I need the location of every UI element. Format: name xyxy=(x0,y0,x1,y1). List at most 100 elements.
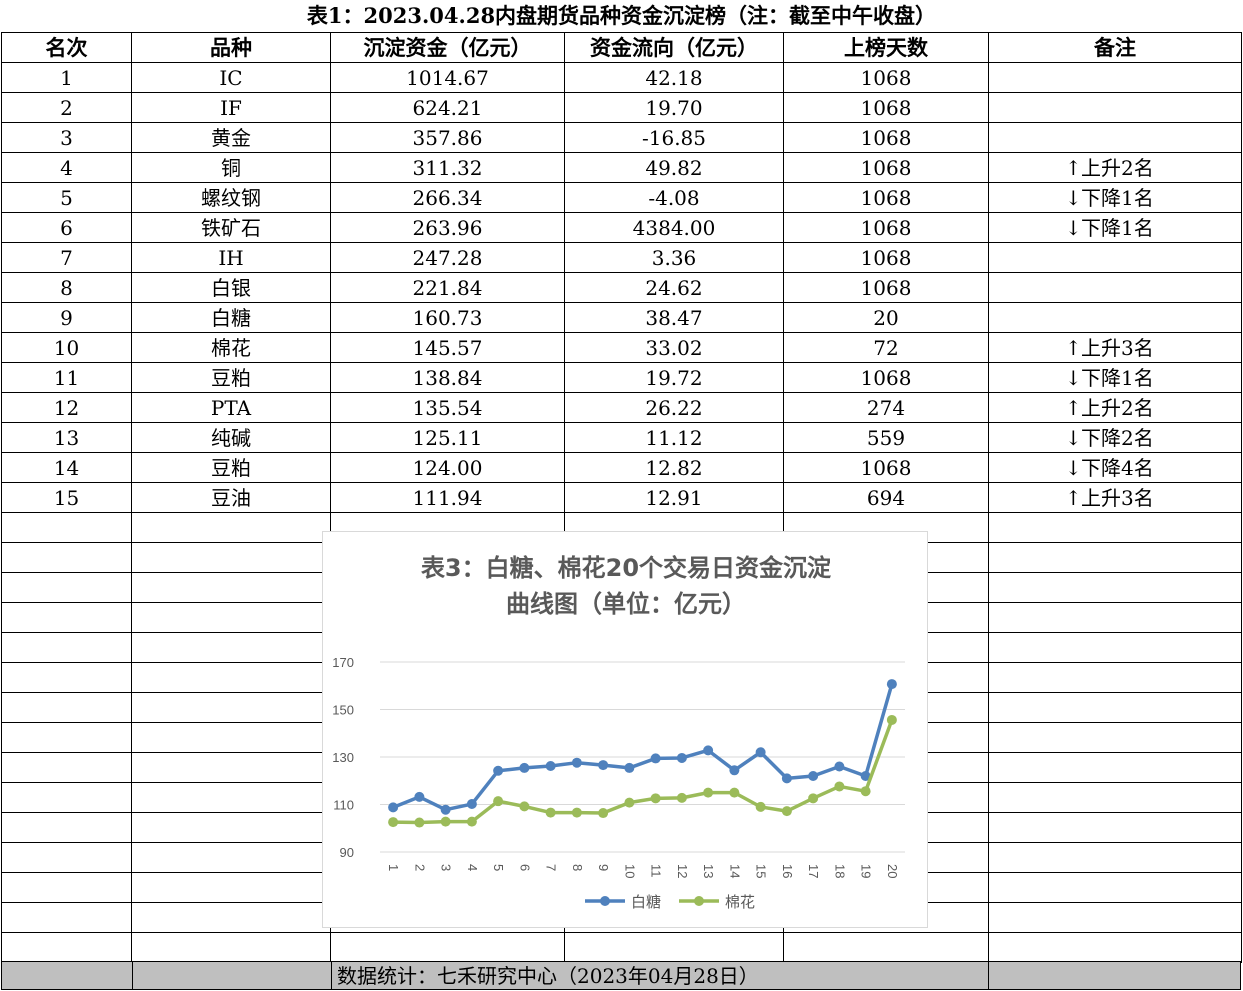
rank-cell: 12 xyxy=(1,392,132,423)
flow-cell: 26.22 xyxy=(564,392,784,423)
legend-label: 棉花 xyxy=(725,893,755,911)
data-point xyxy=(755,747,766,758)
y-tick-label: 90 xyxy=(340,845,354,860)
legend-label: 白糖 xyxy=(631,893,661,911)
days-cell: 1068 xyxy=(783,152,989,183)
x-tick-label: 7 xyxy=(544,864,559,871)
data-point xyxy=(466,799,477,810)
rank-cell: 13 xyxy=(1,422,132,453)
variety-cell: 白糖 xyxy=(131,302,331,333)
x-tick-label: 5 xyxy=(491,864,506,871)
data-point xyxy=(676,752,687,763)
header-days: 上榜天数 xyxy=(783,32,989,63)
note-text: 下降1名 xyxy=(1081,215,1154,240)
data-point xyxy=(676,792,687,803)
flow-cell: -4.08 xyxy=(564,182,784,213)
days-cell: 1068 xyxy=(783,452,989,483)
rank-cell: 6 xyxy=(1,212,132,243)
table-row: 6 铁矿石 263.96 4384.00 1068 ↓下降1名 xyxy=(1,212,1242,243)
fund-cell: 138.84 xyxy=(330,362,565,393)
flow-cell: 11.12 xyxy=(564,422,784,453)
days-cell: 1068 xyxy=(783,212,989,243)
data-point xyxy=(466,816,477,827)
note-text: 下降4名 xyxy=(1081,455,1154,480)
data-point xyxy=(834,781,845,792)
fund-cell: 263.96 xyxy=(330,212,565,243)
chart-title-line-1: 表3：白糖、棉花20个交易日资金沉淀 xyxy=(420,554,832,582)
data-point xyxy=(493,765,504,776)
up-arrow-icon: ↑ xyxy=(1065,485,1082,510)
x-tick-label: 15 xyxy=(754,864,769,878)
variety-cell: 铁矿石 xyxy=(131,212,331,243)
data-point xyxy=(886,714,897,725)
days-cell: 1068 xyxy=(783,362,989,393)
table-row: 1 IC 1014.67 42.18 1068 xyxy=(1,62,1242,93)
variety-cell: 豆粕 xyxy=(131,452,331,483)
table-row: 15 豆油 111.94 12.91 694 ↑上升3名 xyxy=(1,482,1242,513)
data-point xyxy=(545,761,556,772)
x-tick-label: 6 xyxy=(517,864,532,871)
data-point xyxy=(860,771,871,781)
down-arrow-icon: ↓ xyxy=(1065,185,1082,210)
x-tick-label: 4 xyxy=(465,864,480,871)
note-cell xyxy=(988,272,1242,303)
variety-cell: 棉花 xyxy=(131,332,331,363)
down-arrow-icon: ↓ xyxy=(1065,215,1082,240)
header-note: 备注 xyxy=(988,32,1242,63)
x-tick-label: 3 xyxy=(439,864,454,871)
series-line-2 xyxy=(393,719,894,825)
variety-cell: 豆粕 xyxy=(131,362,331,393)
data-point xyxy=(834,761,845,772)
down-arrow-icon: ↓ xyxy=(1065,455,1082,480)
ranking-table: 名次 品种 沉淀资金（亿元） 资金流向（亿元） 上榜天数 备注 1 IC 1014.… xyxy=(1,32,1242,963)
rank-cell: 7 xyxy=(1,242,132,273)
table-row: 13 纯碱 125.11 11.12 559 ↓下降2名 xyxy=(1,422,1242,453)
fund-cell: 124.00 xyxy=(330,452,565,483)
variety-cell: 铜 xyxy=(131,152,331,183)
table-row: 9 白糖 160.73 38.47 20 xyxy=(1,302,1242,333)
legend-marker xyxy=(694,896,704,906)
fund-cell: 145.57 xyxy=(330,332,565,363)
table-row: 8 白银 221.84 24.62 1068 xyxy=(1,272,1242,303)
days-cell: 1068 xyxy=(783,122,989,153)
flow-cell: 19.70 xyxy=(564,92,784,123)
note-cell xyxy=(988,302,1242,333)
x-tick-label: 13 xyxy=(701,864,716,878)
note-cell: ↑上升3名 xyxy=(988,332,1242,363)
data-point xyxy=(703,787,714,798)
table-row: 14 豆粕 124.00 12.82 1068 ↓下降4名 xyxy=(1,452,1242,483)
legend-marker xyxy=(600,896,610,906)
days-cell: 274 xyxy=(783,392,989,423)
flow-cell: 4384.00 xyxy=(564,212,784,243)
data-point xyxy=(571,757,582,768)
note-text: 下降1名 xyxy=(1081,365,1154,390)
y-tick-label: 130 xyxy=(332,750,354,765)
table-title: 表1：2023.04.28内盘期货品种资金沉淀榜（注：截至中午收盘） xyxy=(306,3,937,28)
note-cell xyxy=(988,62,1242,93)
x-tick-label: 8 xyxy=(570,864,585,871)
rank-cell: 5 xyxy=(1,182,132,213)
days-cell: 20 xyxy=(783,302,989,333)
data-point xyxy=(598,808,609,819)
flow-cell: 33.02 xyxy=(564,332,784,363)
data-point xyxy=(860,786,871,797)
data-point xyxy=(414,791,425,802)
chart-title-line-2: 曲线图（单位：亿元） xyxy=(506,590,746,618)
data-point xyxy=(414,817,425,828)
data-point xyxy=(493,796,504,807)
footer-bar: 数据统计：七禾研究中心（2023年04月28日） xyxy=(1,961,1241,990)
data-point xyxy=(388,802,399,813)
rank-cell: 15 xyxy=(1,482,132,513)
y-tick-label: 110 xyxy=(333,798,354,813)
flow-cell: 19.72 xyxy=(564,362,784,393)
x-tick-label: 17 xyxy=(806,864,821,878)
rank-cell: 4 xyxy=(1,152,132,183)
rank-cell: 1 xyxy=(1,62,132,93)
data-point xyxy=(598,760,609,771)
data-point xyxy=(729,765,740,776)
x-tick-label: 11 xyxy=(649,864,664,878)
data-point xyxy=(729,787,740,798)
days-cell: 1068 xyxy=(783,182,989,213)
table-row: 11 豆粕 138.84 19.72 1068 ↓下降1名 xyxy=(1,362,1242,393)
note-text: 上升3名 xyxy=(1081,485,1154,510)
